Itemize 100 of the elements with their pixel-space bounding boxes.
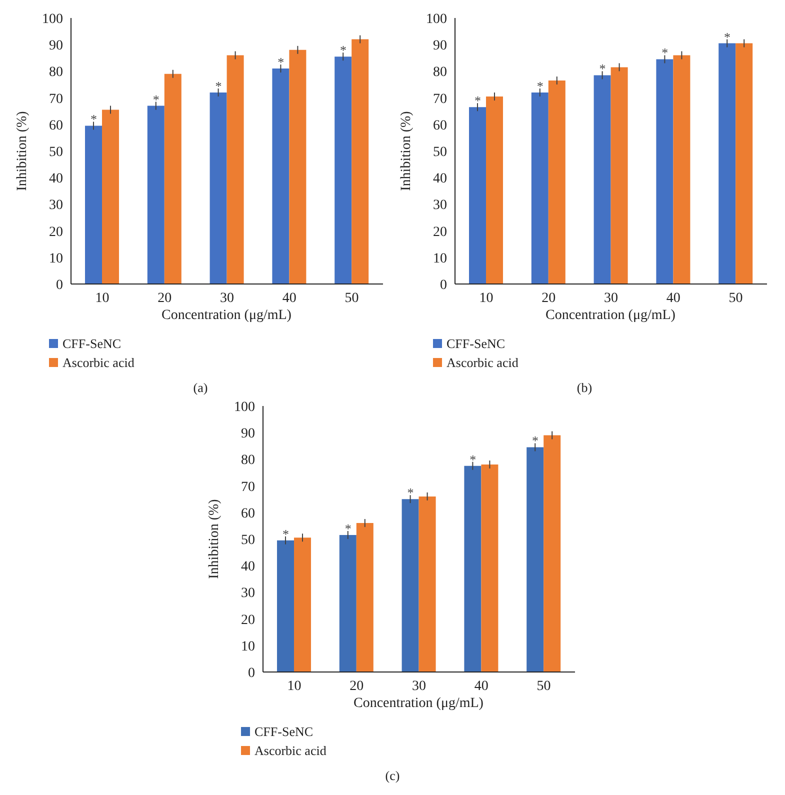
bar [334, 56, 352, 284]
annotation: * [598, 61, 606, 76]
y-tick-label: 10 [432, 251, 446, 266]
bar [338, 535, 356, 672]
bar [480, 464, 498, 672]
legend-label: CFF-SeNC [62, 335, 122, 353]
annotation: * [282, 526, 288, 542]
bar [401, 499, 418, 672]
y-tick-label: 80 [240, 453, 254, 468]
bar [146, 106, 164, 284]
annotation: * [344, 521, 351, 536]
bar [226, 55, 244, 284]
x-tick-label: 40 [282, 290, 296, 306]
bar [276, 540, 294, 672]
y-tick-label: 20 [240, 612, 254, 628]
annotation: * [214, 78, 222, 94]
x-tick-label: 50 [728, 290, 742, 306]
y-tick-label: 80 [432, 65, 446, 80]
bar [718, 43, 736, 284]
bar [288, 50, 306, 284]
y-tick-label: 40 [240, 560, 254, 575]
annotation: * [469, 452, 476, 467]
bar [351, 39, 368, 284]
x-tick-label: 10 [286, 678, 301, 694]
x-tick-label: 20 [541, 290, 556, 306]
y-tick-label: 40 [48, 172, 62, 187]
x-tick-label: 10 [478, 290, 493, 306]
y-tick-label: 30 [432, 198, 446, 214]
annotation: * [724, 29, 730, 44]
x-tick-label: 20 [349, 678, 364, 694]
x-axis-title: Concentration (μg/mL) [352, 696, 484, 712]
x-tick-label: 20 [157, 290, 172, 306]
bar [593, 75, 610, 284]
annotation: * [340, 42, 346, 58]
bar [356, 523, 373, 672]
bar [610, 67, 628, 284]
bar [84, 126, 102, 284]
annotation: * [532, 433, 538, 448]
y-tick-label: 10 [240, 639, 254, 654]
y-tick-label: 80 [48, 65, 62, 80]
x-tick-label: 50 [344, 290, 358, 306]
y-tick-label: 60 [240, 506, 254, 522]
bar [209, 92, 226, 284]
y-tick-label: 60 [432, 118, 446, 134]
bar [543, 435, 560, 672]
y-tick-label: 50 [240, 532, 254, 548]
annotation: * [661, 45, 668, 60]
x-tick-label: 40 [474, 678, 488, 694]
y-tick-label: 0 [440, 278, 446, 293]
x-axis-title: Concentration (μg/mL) [544, 308, 676, 324]
y-tick-label: 90 [48, 38, 62, 54]
text: (b) [576, 380, 594, 396]
annotation: * [277, 54, 284, 70]
x-tick-label: 40 [666, 290, 680, 306]
y-tick-label: 30 [240, 586, 254, 602]
legend-label: Ascorbic acid [446, 354, 518, 372]
annotation: * [90, 112, 96, 127]
y-tick-label: 10 [48, 251, 62, 266]
annotation: * [536, 78, 543, 94]
x-tick-label: 30 [412, 678, 426, 694]
y-tick-label: 30 [48, 198, 62, 214]
y-tick-label: 100 [234, 400, 254, 415]
text: (a) [192, 380, 209, 396]
bar [164, 74, 181, 284]
bar [464, 466, 481, 672]
bar [418, 496, 436, 672]
legend-label: Ascorbic acid [62, 354, 134, 372]
bar [486, 96, 502, 284]
x-tick-label: 50 [536, 678, 550, 694]
x-tick-label: 30 [220, 290, 234, 306]
legend-label: CFF-SeNC [254, 723, 314, 741]
bar [530, 92, 548, 284]
bar [656, 59, 673, 284]
bar [526, 447, 544, 672]
y-axis-title: Inhibition (%) [398, 110, 414, 191]
bar [735, 43, 752, 284]
legend-label: CFF-SeNC [446, 335, 506, 353]
x-axis-title: Concentration (μg/mL) [160, 308, 292, 324]
y-tick-label: 100 [426, 12, 446, 27]
bar [272, 68, 289, 284]
y-tick-label: 90 [240, 426, 254, 442]
x-tick-label: 10 [94, 290, 109, 306]
annotation: * [152, 92, 159, 107]
y-tick-label: 20 [48, 224, 62, 240]
y-tick-label: 70 [432, 92, 446, 107]
y-tick-label: 50 [432, 144, 446, 160]
y-tick-label: 100 [42, 12, 62, 27]
y-tick-label: 70 [240, 480, 254, 495]
y-tick-label: 50 [48, 144, 62, 160]
y-tick-label: 0 [248, 666, 254, 681]
annotation: * [474, 93, 480, 108]
y-tick-label: 70 [48, 92, 62, 107]
x-tick-label: 30 [604, 290, 618, 306]
bar [548, 80, 565, 284]
legend-label: Ascorbic acid [254, 742, 326, 760]
y-axis-title: Inhibition (%) [206, 498, 222, 579]
text: (c) [384, 768, 401, 784]
y-tick-label: 20 [432, 224, 446, 240]
bar [102, 110, 118, 284]
bar [294, 538, 310, 672]
